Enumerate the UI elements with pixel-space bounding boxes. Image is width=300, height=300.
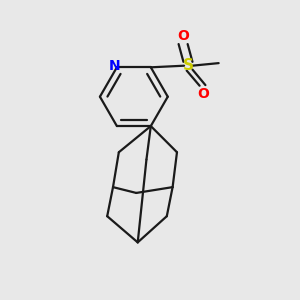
Text: N: N [109,59,120,73]
Text: O: O [177,29,189,43]
Text: S: S [182,58,194,73]
Text: O: O [197,87,209,101]
